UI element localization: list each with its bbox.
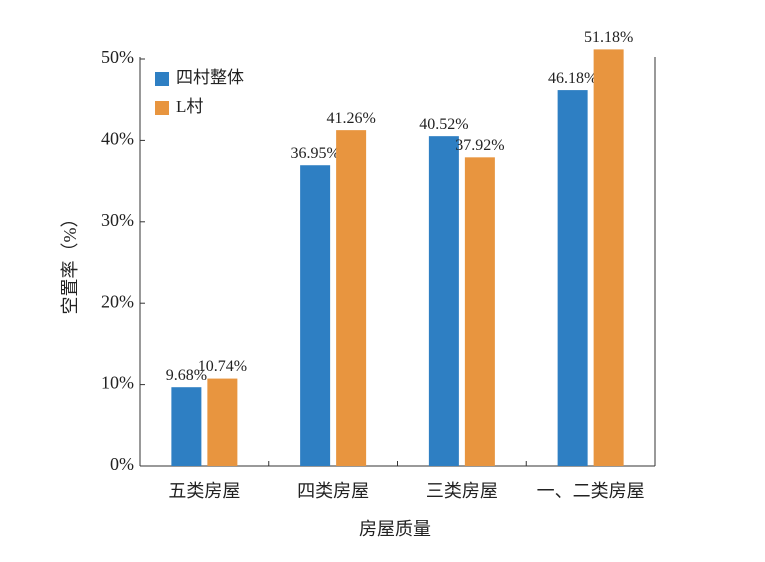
x-tick-label: 三类房屋 xyxy=(426,481,498,501)
value-label: 40.52% xyxy=(419,116,468,133)
x-tick-label: 一、二类房屋 xyxy=(537,481,645,501)
x-axis-title: 房屋质量 xyxy=(359,519,431,539)
y-tick-label: 50% xyxy=(101,47,134,67)
x-tick-label: 四类房屋 xyxy=(297,481,369,501)
bar xyxy=(464,157,495,466)
value-label: 46.18% xyxy=(548,70,597,87)
legend-label: L村 xyxy=(176,97,203,116)
bar xyxy=(557,90,588,467)
bar xyxy=(336,130,367,466)
value-label: 37.92% xyxy=(455,137,504,154)
y-axis-title: 空置率（%） xyxy=(60,210,80,315)
y-tick-label: 10% xyxy=(101,373,134,393)
bar xyxy=(207,378,238,466)
x-tick-label: 五类房屋 xyxy=(168,481,240,501)
legend-swatch xyxy=(155,101,169,115)
value-label: 9.68% xyxy=(166,367,207,384)
value-label: 51.18% xyxy=(584,29,633,46)
value-label: 41.26% xyxy=(326,110,375,127)
y-tick-label: 40% xyxy=(101,129,134,149)
legend-swatch xyxy=(155,72,169,86)
y-tick-label: 20% xyxy=(101,291,134,311)
bar xyxy=(428,136,459,466)
value-label: 36.95% xyxy=(290,145,339,162)
bar xyxy=(300,165,331,467)
legend-label: 四村整体 xyxy=(176,68,244,87)
bar xyxy=(593,49,624,466)
value-label: 10.74% xyxy=(198,358,247,375)
y-tick-label: 0% xyxy=(110,454,134,474)
y-tick-label: 30% xyxy=(101,210,134,230)
bar xyxy=(171,387,202,466)
